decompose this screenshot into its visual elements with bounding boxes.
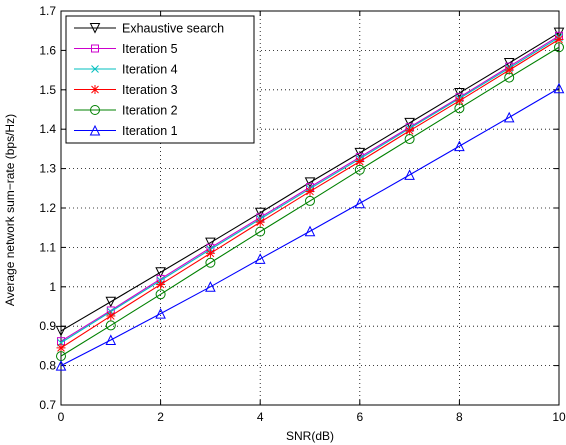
marker-circle [354,164,365,175]
marker-circle [305,195,315,206]
marker-triangle-down [205,237,216,249]
y-tick-label: 1.4 [39,122,56,136]
x-tick-label: 10 [552,410,566,424]
y-axis-label: Average network sum−rate (bps/Hz) [3,114,17,306]
marker-triangle-down [304,177,316,189]
marker-triangle-down [155,267,166,278]
y-tick-label: 1.3 [39,162,56,176]
legend-entry: Iteration 1 [74,124,178,138]
legend-label: Exhaustive search [122,22,224,36]
marker-triangle-up [155,307,166,319]
marker-triangle-up [55,359,67,371]
marker-triangle-up [304,225,316,237]
marker-circle [90,105,100,115]
legend-entry: Iteration 5 [74,42,178,56]
marker-star [255,217,265,227]
marker-star [56,343,66,353]
marker-circle [404,134,415,145]
series-line [60,46,560,357]
legend-label: Iteration 4 [122,63,178,77]
x-tick-label: 2 [157,410,164,424]
legend-label: Iteration 5 [122,42,178,56]
y-tick-label: 1.2 [39,201,56,215]
marker-star [156,279,166,289]
axis-ticks: 0 2 4 6 8 10 0.7 0.8 0.9 1 1.1 1.2 1.3 1.4 1.5 1.6 1.7 [39,4,566,424]
marker-square [91,44,99,53]
y-tick-label: 1 [49,280,56,294]
y-tick-label: 0.9 [39,319,56,333]
marker-circle [205,257,216,268]
y-tick-label: 0.7 [39,398,56,412]
series-line [60,87,560,367]
data-series [55,27,565,371]
marker-star [205,248,215,258]
y-tick-label: 1.1 [39,240,56,254]
marker-triangle-down [105,296,117,308]
marker-triangle-up [503,111,515,123]
legend-entry: Iteration 2 [74,104,178,118]
marker-circle [454,103,465,114]
marker-star [355,157,365,167]
marker-star [405,126,415,136]
marker-triangle-up [105,334,117,345]
marker-triangle-up [354,197,366,209]
marker-triangle-down [89,23,101,34]
legend-entry: Exhaustive search [74,22,224,36]
series-iteration-2 [56,42,564,362]
marker-star [454,96,464,106]
marker-triangle-down [354,147,366,159]
marker-circle [504,72,515,83]
x-tick-label: 6 [356,410,363,424]
marker-x-stroke [91,65,99,73]
marker-triangle-up [454,140,465,152]
y-tick-label: 0.8 [39,359,56,373]
marker-star [106,311,116,321]
marker-circle [105,320,116,331]
legend-label: Iteration 1 [122,124,178,138]
marker-circle [155,289,166,300]
y-tick-label: 1.6 [39,43,56,57]
series-exhaustive-search [55,27,565,337]
legend-box [65,15,255,144]
legend-label: Iteration 2 [122,104,178,118]
y-tick-label: 1.5 [39,83,56,97]
marker-circle [554,42,564,53]
marker-triangle-up [254,253,266,264]
marker-triangle-up [553,82,565,94]
series-iteration-1 [55,82,565,371]
series-line [60,32,560,332]
marker-x [91,65,99,73]
marker-triangle-down [404,117,415,129]
legend: Exhaustive search Iteration 5 Iteration 4 I… [65,15,255,144]
marker-star [305,186,315,196]
marker-triangle-down [254,207,266,219]
marker-triangle-down [454,87,465,99]
x-tick-label: 0 [58,410,65,424]
marker-triangle-down [55,325,67,337]
x-tick-label: 8 [456,410,463,424]
x-axis-label: SNR(dB) [286,429,334,443]
marker-circle [255,226,266,237]
legend-label: Iteration 3 [122,83,178,97]
marker-triangle-up [89,124,101,136]
marker-star [90,85,100,94]
marker-triangle-up [404,169,415,180]
legend-entry: Iteration 4 [74,63,178,77]
legend-entry: Iteration 3 [74,83,178,97]
marker-triangle-up [205,281,216,292]
x-tick-label: 4 [257,410,264,424]
y-tick-label: 1.7 [39,4,56,18]
series-iteration-3 [56,34,564,353]
